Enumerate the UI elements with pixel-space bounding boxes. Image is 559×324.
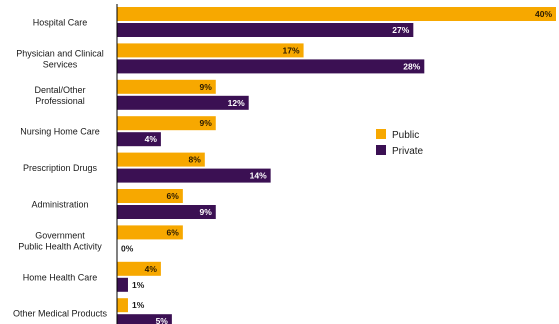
value-label-public-other-medical-products: 1% bbox=[132, 300, 145, 310]
bar-public-government-public-health-activity bbox=[117, 225, 183, 240]
bar-private-home-health-care bbox=[117, 277, 128, 292]
category-label-line: Government bbox=[35, 230, 85, 240]
value-label-public-government-public-health-activity: 6% bbox=[167, 227, 180, 237]
legend-swatch-private bbox=[376, 145, 386, 155]
category-label-line: Prescription Drugs bbox=[23, 163, 98, 173]
category-label-line: Nursing Home Care bbox=[20, 127, 100, 137]
bars bbox=[117, 7, 556, 324]
category-label-dental-other-professional: Dental/Other Professional bbox=[34, 85, 85, 106]
bar-public-physician-and-clinical-services bbox=[117, 43, 304, 58]
category-label-line: Dental/Other bbox=[34, 85, 85, 95]
value-label-private-home-health-care: 1% bbox=[132, 280, 145, 290]
category-label-line: Physician and Clinical bbox=[16, 48, 104, 58]
category-label-line: Hospital Care bbox=[33, 18, 88, 28]
bar-public-nursing-home-care bbox=[117, 116, 216, 131]
value-label-public-home-health-care: 4% bbox=[145, 264, 158, 274]
category-label-line: Public Health Activity bbox=[18, 241, 102, 251]
value-label-private-administration: 9% bbox=[199, 207, 212, 217]
bar-private-physician-and-clinical-services bbox=[117, 59, 425, 74]
bar-public-home-health-care bbox=[117, 261, 161, 276]
value-label-private-government-public-health-activity: 0% bbox=[121, 243, 134, 253]
category-label-line: Administration bbox=[31, 200, 88, 210]
legend-label-private: Private bbox=[392, 146, 424, 157]
category-label-nursing-home-care: Nursing Home Care bbox=[20, 127, 100, 137]
value-label-private-dental-other-professional: 12% bbox=[228, 98, 245, 108]
legend: Public Private bbox=[376, 129, 424, 157]
category-label-government-public-health-activity: Government Public Health Activity bbox=[18, 230, 102, 251]
value-label-private-hospital-care: 27% bbox=[392, 25, 409, 35]
value-label-private-prescription-drugs: 14% bbox=[250, 171, 267, 181]
value-label-private-physician-and-clinical-services: 28% bbox=[403, 61, 420, 71]
category-label-home-health-care: Home Health Care bbox=[23, 272, 98, 282]
value-label-private-nursing-home-care: 4% bbox=[145, 134, 158, 144]
value-labels: 40%27%17%28%9%12%9%4%8%14%6%9%6%0%4%1%1%… bbox=[121, 9, 552, 324]
bar-private-dental-other-professional bbox=[117, 95, 249, 110]
value-label-public-hospital-care: 40% bbox=[535, 9, 552, 19]
value-label-public-nursing-home-care: 9% bbox=[199, 118, 212, 128]
category-label-line: Services bbox=[43, 59, 78, 69]
category-label-physician-and-clinical-services: Physician and Clinical Services bbox=[16, 48, 104, 69]
value-label-private-other-medical-products: 5% bbox=[156, 316, 169, 324]
category-label-other-medical-products: Other Medical Products bbox=[13, 309, 108, 319]
bar-public-dental-other-professional bbox=[117, 79, 216, 94]
bar-public-other-medical-products bbox=[117, 298, 128, 313]
category-label-line: Professional bbox=[35, 96, 85, 106]
value-label-public-physician-and-clinical-services: 17% bbox=[283, 45, 300, 55]
bar-public-administration bbox=[117, 189, 183, 203]
category-label-hospital-care: Hospital Care bbox=[33, 18, 88, 28]
legend-label-public: Public bbox=[392, 130, 419, 141]
category-labels: Hospital Care Physician and Clinical Servi… bbox=[13, 18, 108, 319]
value-label-public-administration: 6% bbox=[167, 191, 180, 201]
bar-private-administration bbox=[117, 205, 216, 219]
bar-private-nursing-home-care bbox=[117, 132, 161, 147]
bar-public-prescription-drugs bbox=[117, 152, 205, 167]
value-label-public-prescription-drugs: 8% bbox=[189, 155, 202, 165]
category-label-line: Home Health Care bbox=[23, 272, 98, 282]
bar-private-hospital-care bbox=[117, 23, 414, 37]
legend-swatch-public bbox=[376, 129, 386, 139]
category-label-line: Other Medical Products bbox=[13, 309, 108, 319]
value-label-public-dental-other-professional: 9% bbox=[199, 82, 212, 92]
bar-private-other-medical-products bbox=[117, 314, 172, 324]
category-label-administration: Administration bbox=[31, 200, 88, 210]
bar-private-prescription-drugs bbox=[117, 168, 271, 183]
category-label-prescription-drugs: Prescription Drugs bbox=[23, 163, 98, 173]
bar-public-hospital-care bbox=[117, 7, 556, 21]
